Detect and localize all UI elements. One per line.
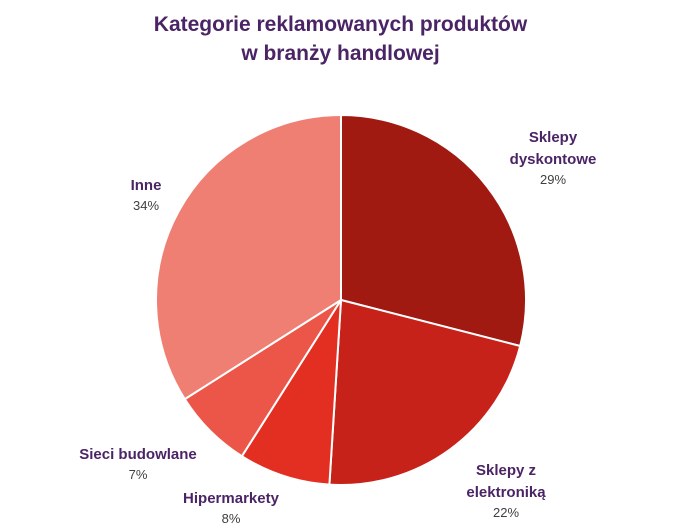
slice-percent: 7% (129, 467, 148, 482)
pie-labels: Sklepy dyskontowe 29% Sklepy z elektroniką 22… (79, 129, 596, 526)
slice-label-line: Hipermarkety (183, 490, 280, 507)
slice-percent: 22% (493, 505, 519, 520)
slice-percent: 34% (133, 198, 159, 213)
chart-title-line-1: Kategorie reklamowanych produktów (153, 13, 528, 36)
slice-percent: 29% (540, 172, 566, 187)
slice-label-line: Sieci budowlane (79, 446, 197, 463)
chart-title: Kategorie reklamowanych produktów w bran… (0, 10, 681, 68)
pie-slice-5 (155, 113, 342, 401)
pie-slices (155, 113, 527, 486)
slice-label-2: Sklepy z elektroniką 22% (466, 462, 546, 520)
slice-label-3: Hipermarkety 8% (183, 490, 280, 526)
slice-label-4: Sieci budowlane 7% (79, 446, 197, 482)
slice-label-line: dyskontowe (510, 151, 597, 168)
slice-label-line: Inne (131, 177, 162, 194)
slice-label-5: Inne 34% (131, 177, 162, 213)
slice-label-line: Sklepy (529, 129, 578, 146)
slice-label-line: Sklepy z (476, 462, 536, 479)
slice-label-1: Sklepy dyskontowe 29% (510, 129, 597, 187)
slice-percent: 8% (222, 511, 241, 526)
pie-slice-2 (328, 298, 522, 486)
pie-slice-3 (240, 299, 342, 486)
slice-label-line: elektroniką (466, 484, 546, 501)
pie-slice-1 (340, 113, 527, 348)
chart-title-line-2: w branży handlowej (241, 42, 440, 65)
